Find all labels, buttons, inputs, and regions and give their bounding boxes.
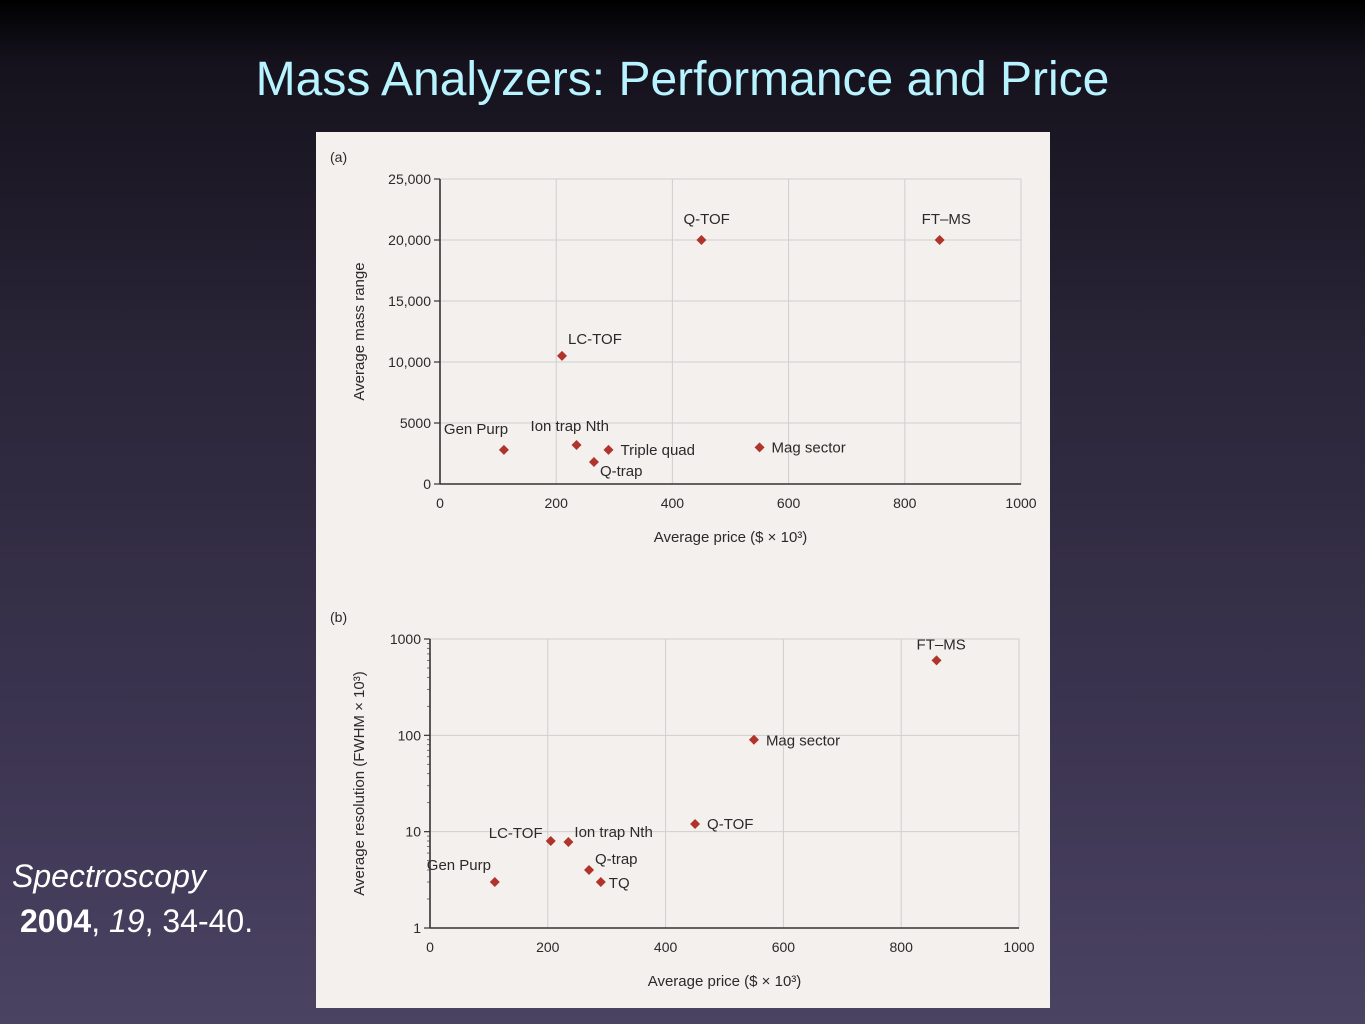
y-tick-label: 10: [405, 824, 421, 840]
x-tick-label: 200: [545, 495, 569, 511]
data-point-label: FT–MS: [922, 211, 971, 228]
data-point-label: Ion trap Nth: [574, 824, 652, 841]
x-tick-label: 400: [661, 495, 685, 511]
y-tick-label: 25,000: [388, 171, 431, 187]
y-tick-label: 10,000: [388, 354, 431, 370]
x-tick-label: 200: [536, 939, 560, 955]
data-point: [571, 439, 582, 450]
data-point: [754, 442, 765, 453]
data-point: [603, 444, 614, 455]
x-axis-title: Average price ($ × 10³): [654, 529, 808, 546]
data-point: [584, 865, 595, 876]
data-point-label: Q-TOF: [683, 211, 729, 228]
x-tick-label: 0: [426, 939, 434, 955]
data-point-label: Ion trap Nth: [531, 418, 609, 435]
data-point: [696, 235, 707, 245]
citation-pages: 34-40.: [162, 903, 254, 939]
citation-journal: Spectroscopy: [12, 858, 206, 894]
x-tick-label: 0: [436, 495, 444, 511]
data-point: [498, 444, 509, 455]
data-point-label: Mag sector: [766, 733, 840, 750]
citation-volume: 19: [108, 903, 145, 939]
x-tick-label: 600: [777, 495, 801, 511]
x-tick-label: 600: [772, 939, 796, 955]
panel-label: (a): [330, 149, 347, 165]
y-tick-label: 1: [413, 920, 421, 936]
x-tick-label: 1000: [1003, 939, 1034, 955]
citation-details: 2004, 19, 34-40.: [20, 903, 254, 939]
x-tick-label: 800: [893, 495, 917, 511]
data-point-label: LC-TOF: [568, 331, 622, 348]
plot-frame: [429, 638, 1020, 929]
y-tick-label: 20,000: [388, 232, 431, 248]
data-point-label: Mag sector: [772, 439, 846, 456]
data-point: [690, 819, 701, 830]
data-point: [595, 877, 606, 888]
data-point-label: TQ: [609, 875, 630, 892]
y-tick-label: 1000: [390, 631, 421, 647]
chart-panel-a: 0 200 400 600 800 1000 0 5000 10,000 15,000 20,000…: [330, 149, 1037, 546]
data-point: [588, 457, 599, 468]
data-point: [931, 655, 942, 666]
citation-year: 2004: [20, 903, 92, 939]
panel-label: (b): [330, 609, 347, 625]
data-point: [934, 235, 945, 245]
data-point: [557, 350, 568, 361]
figure-svg: 0 200 400 600 800 10000500010,00015,00020,000…: [330, 149, 1037, 990]
y-axis-title: Average resolution (FWHM × 10³): [351, 671, 368, 895]
data-point-label: LC-TOF: [489, 825, 543, 842]
slide-title: Mass Analyzers: Performance and Price: [255, 53, 1110, 106]
x-tick-label: 800: [890, 939, 914, 955]
data-point: [748, 734, 759, 745]
data-point-label: Triple quad: [620, 442, 695, 459]
data-point-label: Gen Purp: [427, 857, 491, 874]
data-point: [489, 877, 500, 888]
figure-panel: 0 200 400 600 800 1000 0 5000 10,000 15,000 20,000…: [316, 132, 1050, 1008]
data-point-label: Q-TOF: [707, 816, 753, 833]
y-tick-label: 5000: [400, 415, 431, 431]
x-tick-label: 400: [654, 939, 678, 955]
data-point-label: FT–MS: [917, 636, 966, 653]
data-point-label: Gen Purp: [444, 421, 508, 438]
y-tick-label: 0: [423, 476, 431, 492]
chart-panel-b: 0 200 400 600 800 1000 1 10 100 1000 Average price…: [330, 609, 1035, 990]
data-point: [563, 837, 574, 848]
y-tick-label: 15,000: [388, 293, 431, 309]
data-point: [545, 836, 556, 847]
x-axis-title: Average price ($ × 10³): [648, 973, 802, 990]
y-axis-title: Average mass range: [351, 262, 368, 400]
y-tick-label: 100: [398, 727, 422, 743]
data-point-label: Q-trap: [600, 463, 643, 480]
x-tick-label: 1000: [1005, 495, 1036, 511]
data-point-label: Q-trap: [595, 851, 638, 868]
